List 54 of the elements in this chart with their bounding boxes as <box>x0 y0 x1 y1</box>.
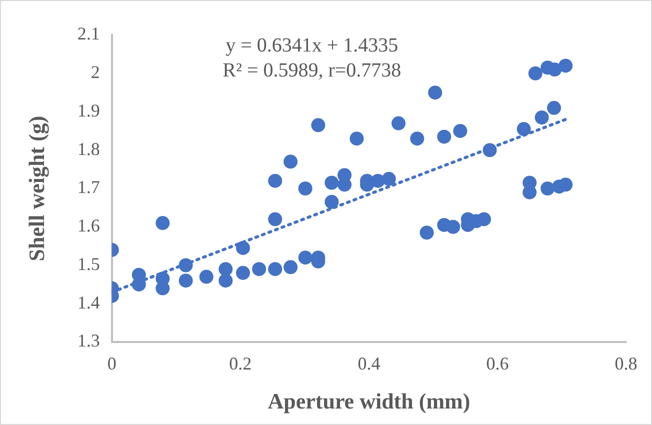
point <box>528 66 542 80</box>
point <box>284 154 298 169</box>
y-tick-label: 1.4 <box>77 292 100 312</box>
annotation: R² = 0.5989, r=0.7738 <box>222 59 402 82</box>
y-tick-label: 1.8 <box>77 138 100 159</box>
y-tick-label: 1.3 <box>77 330 100 351</box>
point <box>268 174 282 188</box>
point <box>268 212 282 226</box>
point <box>410 132 424 146</box>
point <box>252 262 266 276</box>
point <box>311 118 326 132</box>
point <box>558 178 573 192</box>
y-tick-label: 2.1 <box>77 24 100 44</box>
point <box>558 58 573 73</box>
point <box>446 220 460 234</box>
point <box>298 250 312 265</box>
point <box>268 262 282 276</box>
point <box>476 212 491 226</box>
y-tick-label: 1.9 <box>77 100 100 120</box>
point <box>547 100 562 115</box>
point <box>453 124 468 138</box>
x-tick-label: 0.2 <box>229 354 252 374</box>
point <box>156 216 170 230</box>
point <box>218 262 233 276</box>
x-tick-label: 0.4 <box>358 354 380 374</box>
y-tick-label: 1.7 <box>77 177 100 198</box>
y-tick-label: 1.5 <box>77 254 100 274</box>
y-axis-title: Shell weight (g) <box>24 116 49 262</box>
point <box>178 274 193 288</box>
point <box>392 116 406 130</box>
y-tick-label: 1.6 <box>77 216 100 236</box>
point <box>548 62 562 77</box>
x-tick-label: 0.6 <box>486 354 509 374</box>
point <box>199 270 214 284</box>
point <box>338 178 352 192</box>
point <box>382 172 396 186</box>
point <box>428 86 442 100</box>
point <box>324 194 339 209</box>
point <box>284 260 298 274</box>
x-tick-label: 0 <box>107 354 116 374</box>
x-tick-label: 0.8 <box>614 354 638 374</box>
point <box>218 274 233 288</box>
point <box>516 122 531 136</box>
point <box>298 182 312 196</box>
point <box>437 130 452 144</box>
point <box>236 266 250 280</box>
y-tick-label: 2 <box>90 62 100 82</box>
point <box>534 110 549 125</box>
point <box>420 226 434 240</box>
point <box>350 132 364 146</box>
annotation: y = 0.6341x + 1.4335 <box>226 34 398 56</box>
x-axis-title: Aperture width (mm) <box>268 388 470 414</box>
point <box>540 182 555 196</box>
point <box>324 176 339 190</box>
